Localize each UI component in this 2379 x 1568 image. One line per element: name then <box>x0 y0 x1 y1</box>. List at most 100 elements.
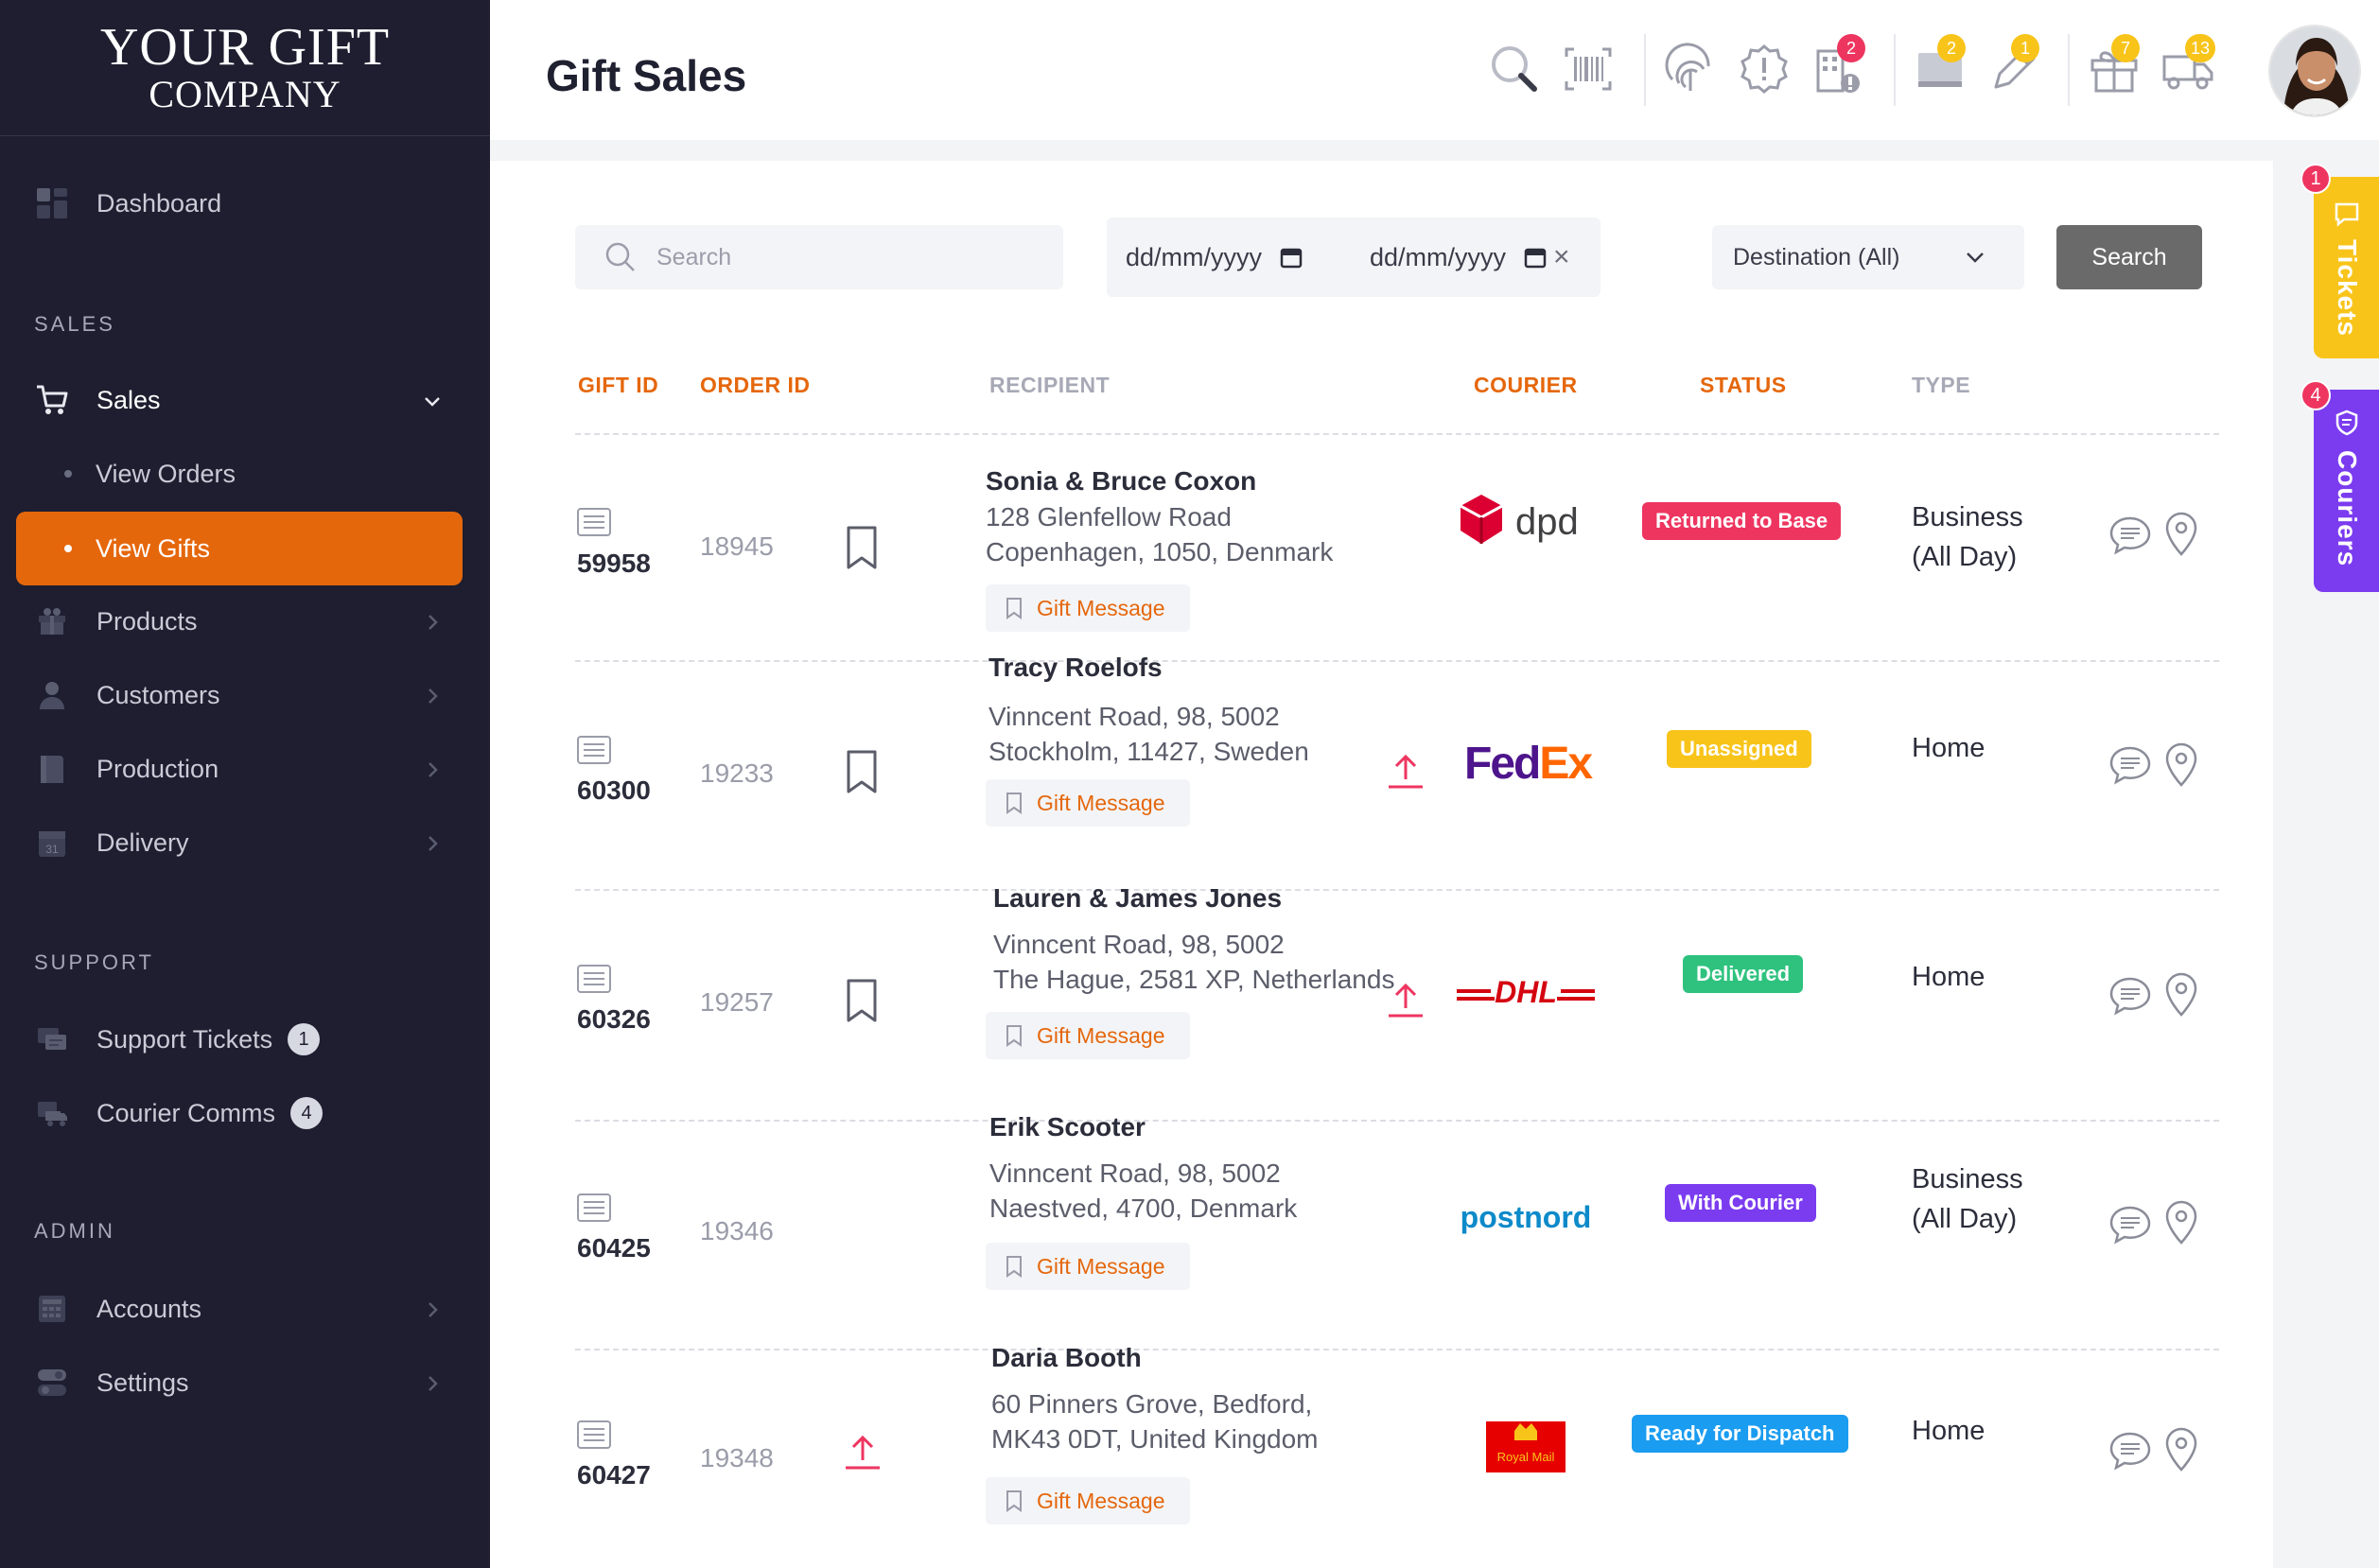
gift-message-button[interactable]: Gift Message <box>986 1243 1190 1290</box>
chat-icon[interactable] <box>2108 745 2152 785</box>
order-id[interactable]: 19233 <box>700 758 774 788</box>
col-order-id[interactable]: ORDER ID <box>700 373 811 397</box>
gift-details-icon[interactable] <box>577 965 611 993</box>
map-pin-icon[interactable] <box>2162 511 2200 556</box>
bookmark-icon <box>1006 1256 1022 1278</box>
nav-sales-label: Sales <box>96 385 161 414</box>
toggle-icon <box>34 1365 70 1401</box>
search-field[interactable] <box>575 225 1063 289</box>
nav-customers-label: Customers <box>96 680 220 709</box>
nav-accounts[interactable]: Accounts <box>0 1272 490 1346</box>
couriers-side-tab[interactable]: 4 Couriers <box>2300 380 2379 592</box>
search-icon[interactable] <box>1487 42 1542 96</box>
upload-icon[interactable] <box>1385 753 1426 791</box>
gift-details-icon[interactable] <box>577 736 611 764</box>
col-status[interactable]: STATUS <box>1700 373 1787 397</box>
date-to-field[interactable]: dd/mm/yyyy <box>1370 218 1548 297</box>
recipient-name: Daria Booth <box>991 1343 1142 1372</box>
barcode-icon[interactable] <box>1561 42 1616 96</box>
upload-icon[interactable] <box>1385 982 1426 1019</box>
gift-details-icon[interactable] <box>577 508 611 536</box>
courier-name: postnord <box>1461 1200 1592 1234</box>
nav-delivery-label: Delivery <box>96 828 189 857</box>
nav-view-orders[interactable]: View Orders <box>0 437 490 511</box>
col-courier[interactable]: COURIER <box>1474 373 1578 397</box>
fingerprint-icon[interactable] <box>1663 42 1718 96</box>
date-from-field[interactable]: dd/mm/yyyy <box>1126 218 1303 297</box>
shield-chat-icon <box>2335 409 2358 436</box>
chevron-right-icon <box>422 758 443 787</box>
recipient-address-line-2: MK43 0DT, United Kingdom <box>991 1424 1319 1454</box>
recipient-address-line-2: Copenhagen, 1050, Denmark <box>986 537 1334 566</box>
nav-settings[interactable]: Settings <box>0 1346 490 1420</box>
upload-icon[interactable] <box>842 1434 883 1472</box>
row-divider <box>575 433 2219 435</box>
recipient-name: Tracy Roelofs <box>988 653 1163 682</box>
table-row[interactable]: 60427 19348 Daria Booth 60 Pinners Grove… <box>490 1343 2273 1568</box>
delivery-truck-icon[interactable] <box>2160 42 2215 96</box>
map-pin-icon[interactable] <box>2162 1199 2200 1245</box>
bookmark-icon[interactable] <box>843 525 881 570</box>
nav-delivery[interactable]: 31 Delivery <box>0 806 490 880</box>
map-pin-icon[interactable] <box>2162 741 2200 787</box>
nav-sales[interactable]: Sales <box>0 363 490 437</box>
chat-icon[interactable] <box>2108 1205 2152 1245</box>
chat-icon[interactable] <box>2108 515 2152 555</box>
table-row[interactable]: 60300 19233 Tracy Roelofs Vinncent Road,… <box>490 653 2273 891</box>
table-row[interactable]: 60326 19257 Lauren & James Jones Vinncen… <box>490 883 2273 1120</box>
order-id[interactable]: 19346 <box>700 1216 774 1246</box>
order-id[interactable]: 19257 <box>700 987 774 1017</box>
nav-support-tickets[interactable]: Support Tickets 1 <box>0 1002 490 1076</box>
gift-details-icon[interactable] <box>577 1193 611 1222</box>
chat-icon[interactable] <box>2108 1431 2152 1471</box>
table-row[interactable]: 60425 19346 Erik Scooter Vinncent Road, … <box>490 1112 2273 1350</box>
user-avatar[interactable] <box>2268 25 2361 117</box>
status-badge: Unassigned <box>1667 730 1811 768</box>
calculator-icon <box>34 1291 70 1327</box>
company-logo[interactable]: YOUR GIFT COMPANY <box>0 0 490 136</box>
order-id[interactable]: 18945 <box>700 531 774 561</box>
calendar-icon[interactable] <box>1279 245 1303 270</box>
gift-details-icon[interactable] <box>577 1420 611 1449</box>
nav-dashboard[interactable]: Dashboard <box>0 166 490 240</box>
bookmark-icon[interactable] <box>843 749 881 794</box>
gift-message-label: Gift Message <box>1037 790 1165 815</box>
status-badge: Returned to Base <box>1642 502 1842 540</box>
gift-message-button[interactable]: Gift Message <box>986 779 1190 827</box>
table-row[interactable]: 59958 18945 Sonia & Bruce Coxon 128 Glen… <box>490 435 2273 664</box>
chat-icon[interactable] <box>2108 976 2152 1016</box>
gift-message-button[interactable]: Gift Message <box>986 1012 1190 1059</box>
gift-id: 60300 <box>577 775 651 805</box>
col-type[interactable]: TYPE <box>1912 373 1971 397</box>
nav-accounts-label: Accounts <box>96 1294 202 1323</box>
status-badge: With Courier <box>1665 1184 1816 1222</box>
bookmark-icon[interactable] <box>843 978 881 1023</box>
row-divider <box>575 1120 2219 1122</box>
col-gift-id[interactable]: GIFT ID <box>578 373 659 397</box>
gift-message-button[interactable]: Gift Message <box>986 584 1190 632</box>
delivery-type-line-1: Home <box>1912 1416 1985 1446</box>
map-pin-icon[interactable] <box>2162 971 2200 1017</box>
row-divider <box>575 660 2219 662</box>
search-input[interactable] <box>656 243 1035 271</box>
col-recipient[interactable]: RECIPIENT <box>989 373 1111 397</box>
calendar-icon[interactable] <box>1523 245 1548 270</box>
delivery-type: Home <box>1912 1411 1985 1451</box>
gift-message-button[interactable]: Gift Message <box>986 1477 1190 1524</box>
nav-products[interactable]: Products <box>0 584 490 658</box>
order-id[interactable]: 19348 <box>700 1443 774 1472</box>
alert-badge-icon[interactable] <box>1737 42 1792 96</box>
building-alert-icon[interactable] <box>1810 42 1865 96</box>
search-button[interactable]: Search <box>2056 225 2202 289</box>
recipient-address-line-1: Vinncent Road, 98, 5002 <box>989 1159 1281 1188</box>
gift-message-label: Gift Message <box>1037 595 1165 620</box>
destination-select[interactable]: Destination (All) <box>1712 225 2024 289</box>
clear-dates-button[interactable]: × <box>1553 241 1570 272</box>
tickets-side-tab[interactable]: 1 Tickets <box>2300 164 2379 358</box>
nav-courier-comms[interactable]: Courier Comms 4 <box>0 1076 490 1150</box>
recipient-address-line-1: Vinncent Road, 98, 5002 <box>993 930 1285 959</box>
nav-customers[interactable]: Customers <box>0 658 490 732</box>
nav-production[interactable]: Production <box>0 732 490 806</box>
map-pin-icon[interactable] <box>2162 1426 2200 1472</box>
nav-view-gifts[interactable]: View Gifts <box>16 512 463 585</box>
